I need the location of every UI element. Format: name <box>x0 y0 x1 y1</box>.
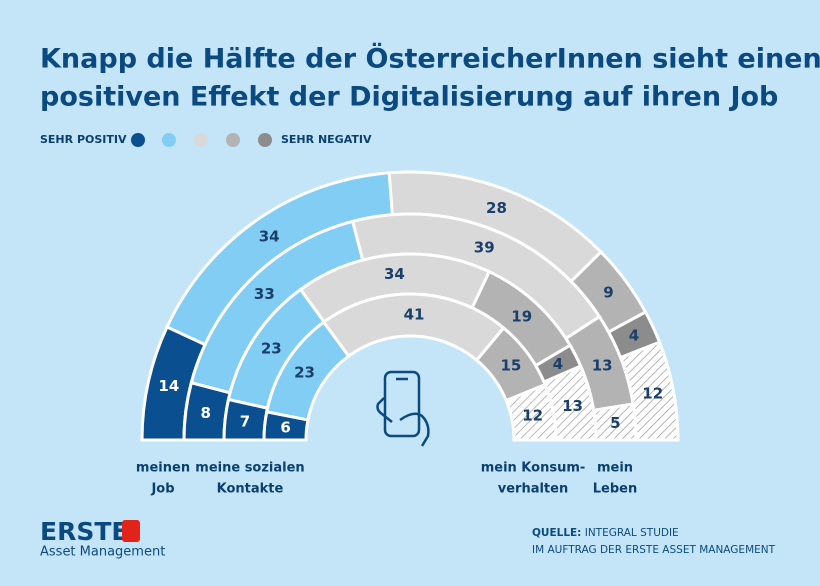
value-label: 33 <box>254 285 275 303</box>
logo-text: ERSTE <box>40 517 128 546</box>
value-label: 8 <box>200 404 210 422</box>
title-line: Knapp die Hälfte der ÖsterreicherInnen s… <box>40 42 820 75</box>
phone-icon <box>376 370 430 447</box>
value-label: 7 <box>240 412 250 430</box>
value-label: 34 <box>384 265 405 283</box>
value-label: 4 <box>629 326 639 344</box>
legend-swatch <box>162 133 176 147</box>
value-label: 9 <box>603 283 613 301</box>
value-label: 39 <box>474 238 495 256</box>
value-label: 4 <box>553 355 563 373</box>
value-label: 14 <box>158 377 179 395</box>
value-label: 28 <box>486 199 507 217</box>
value-label: 13 <box>562 397 583 415</box>
legend-swatch <box>131 133 145 147</box>
value-label: 13 <box>592 356 613 374</box>
value-label: 19 <box>511 308 532 326</box>
logo-icon <box>122 520 140 542</box>
value-label: 23 <box>294 363 315 381</box>
category-label: mein Konsum- <box>481 461 586 476</box>
legend-swatch <box>258 133 272 147</box>
value-label: 12 <box>522 406 543 424</box>
value-label: 6 <box>280 418 290 436</box>
legend-label: SEHR NEGATIV <box>281 133 372 146</box>
segment <box>504 382 558 442</box>
source: IM AUFTRAG DER ERSTE ASSET MANAGEMENT <box>532 544 776 556</box>
category-label: verhalten <box>498 482 568 497</box>
value-label: 15 <box>500 357 521 375</box>
value-label: 34 <box>259 228 280 246</box>
category-label: Leben <box>593 482 637 497</box>
legend-swatch <box>226 133 240 147</box>
source-text: INTEGRAL STUDIE <box>585 527 679 539</box>
logo-subtitle: Asset Management <box>40 545 165 560</box>
value-label: 12 <box>642 385 663 403</box>
source-label: QUELLE: <box>532 527 581 539</box>
category-label: meinen <box>136 461 190 476</box>
value-label: 41 <box>404 306 425 324</box>
value-label: 23 <box>261 339 282 357</box>
category-label: meine sozialen <box>195 461 304 476</box>
value-label: 5 <box>610 414 620 432</box>
category-label: Job <box>150 482 174 497</box>
source: QUELLE: INTEGRAL STUDIE <box>532 527 679 539</box>
legend-swatch <box>194 133 208 147</box>
category-label: mein <box>597 461 633 476</box>
category-label: Kontakte <box>217 482 284 497</box>
legend-label: SEHR POSITIV <box>40 133 127 146</box>
title-line: positiven Effekt der Digitalisierung auf… <box>40 82 778 113</box>
